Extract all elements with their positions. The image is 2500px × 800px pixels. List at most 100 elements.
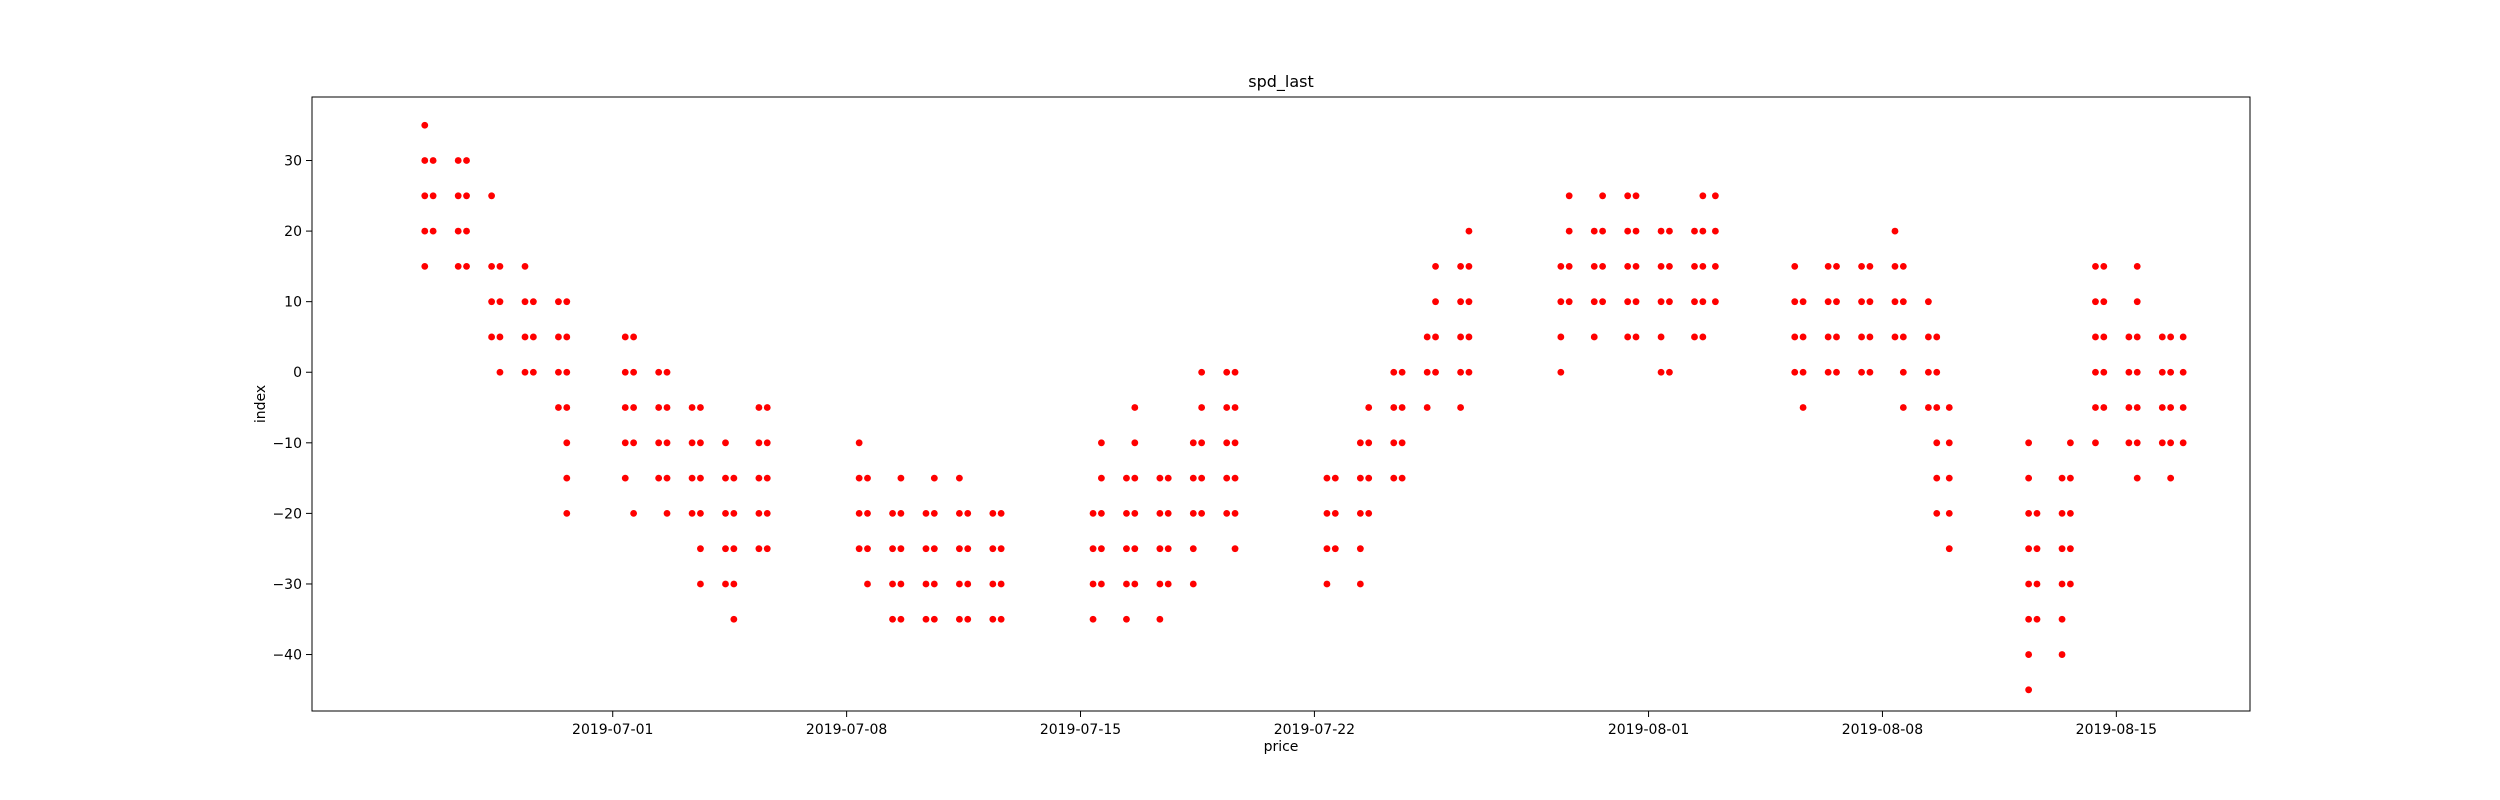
data-point <box>722 439 729 447</box>
data-point <box>2158 439 2166 447</box>
data-point <box>1899 333 1907 341</box>
data-point <box>1632 262 1640 270</box>
data-point <box>1791 333 1799 341</box>
data-point <box>2133 439 2141 447</box>
data-point <box>621 368 629 376</box>
data-point <box>1691 298 1698 306</box>
data-point <box>1223 404 1231 411</box>
x-axis-label: price <box>1264 739 1299 755</box>
y-axis: 30 20 10 0 −10 −20 −30 −40 <box>272 154 312 664</box>
data-point <box>2067 580 2074 588</box>
data-point <box>1098 509 1105 517</box>
data-point <box>630 439 638 447</box>
data-point <box>989 509 997 517</box>
data-point <box>2067 545 2074 553</box>
data-point <box>697 404 704 411</box>
data-point <box>2058 545 2066 553</box>
x-tick-label: 2019-07-15 <box>1040 722 1121 738</box>
data-point <box>2025 545 2033 553</box>
data-point <box>855 509 863 517</box>
x-tick-label: 2019-07-01 <box>572 722 653 738</box>
data-point <box>1933 404 1941 411</box>
data-point <box>1824 262 1832 270</box>
data-point <box>1390 404 1398 411</box>
data-point <box>496 333 504 341</box>
data-point <box>1356 509 1364 517</box>
data-point <box>2125 439 2133 447</box>
data-point <box>889 545 896 553</box>
data-point <box>421 157 429 164</box>
y-tick-label: −30 <box>272 577 302 593</box>
data-point <box>2067 439 2074 447</box>
data-point <box>2025 474 2033 482</box>
data-point <box>621 404 629 411</box>
data-point <box>1933 509 1941 517</box>
data-point <box>1866 262 1874 270</box>
data-point <box>1899 298 1907 306</box>
data-point <box>763 404 771 411</box>
data-point <box>922 509 930 517</box>
data-point <box>1899 368 1907 376</box>
data-point <box>2025 651 2033 658</box>
data-point <box>697 545 704 553</box>
data-point <box>454 262 462 270</box>
data-point <box>529 298 537 306</box>
data-point <box>763 509 771 517</box>
data-point <box>1899 404 1907 411</box>
data-point <box>1089 509 1097 517</box>
data-point <box>563 368 571 376</box>
data-point <box>1657 262 1665 270</box>
data-point <box>755 404 763 411</box>
data-point <box>722 509 729 517</box>
data-point <box>555 298 562 306</box>
data-point <box>1833 298 1840 306</box>
data-point <box>2133 368 2141 376</box>
data-point <box>1423 333 1431 341</box>
data-point <box>655 474 663 482</box>
data-point <box>496 368 504 376</box>
data-point <box>1933 368 1941 376</box>
data-point <box>1624 298 1632 306</box>
data-point <box>2100 368 2108 376</box>
data-point <box>488 192 495 200</box>
data-point <box>930 615 938 623</box>
data-point <box>1323 545 1331 553</box>
data-point <box>730 580 738 588</box>
data-point <box>1833 368 1840 376</box>
data-point <box>2179 404 2187 411</box>
data-point <box>555 368 562 376</box>
data-point <box>889 509 896 517</box>
data-point <box>2092 368 2099 376</box>
data-point <box>1198 404 1206 411</box>
y-tick-label: 10 <box>284 295 302 311</box>
x-axis: 2019-07-01 2019-07-08 2019-07-15 2019-07-22… <box>572 711 2157 738</box>
data-point <box>1223 368 1231 376</box>
data-point <box>1198 368 1206 376</box>
data-point <box>1156 580 1164 588</box>
data-point <box>1833 262 1840 270</box>
y-tick-label: 20 <box>284 224 302 240</box>
data-point <box>1231 368 1239 376</box>
data-point <box>1945 439 1953 447</box>
y-tick-label: −10 <box>272 436 302 452</box>
data-point <box>1331 545 1339 553</box>
data-point <box>2133 474 2141 482</box>
data-point <box>1624 262 1632 270</box>
data-point <box>563 404 571 411</box>
data-point <box>1390 474 1398 482</box>
data-point <box>897 509 905 517</box>
data-point <box>1323 580 1331 588</box>
data-point <box>1365 404 1373 411</box>
data-point <box>1691 333 1698 341</box>
data-point <box>722 580 729 588</box>
data-point <box>1899 262 1907 270</box>
data-point <box>1711 298 1719 306</box>
data-point <box>1131 580 1139 588</box>
data-point <box>1356 474 1364 482</box>
data-point <box>1657 227 1665 235</box>
data-point <box>1457 262 1464 270</box>
data-point <box>1791 262 1799 270</box>
data-point <box>1198 509 1206 517</box>
data-point <box>421 121 429 129</box>
data-point <box>2033 615 2041 623</box>
